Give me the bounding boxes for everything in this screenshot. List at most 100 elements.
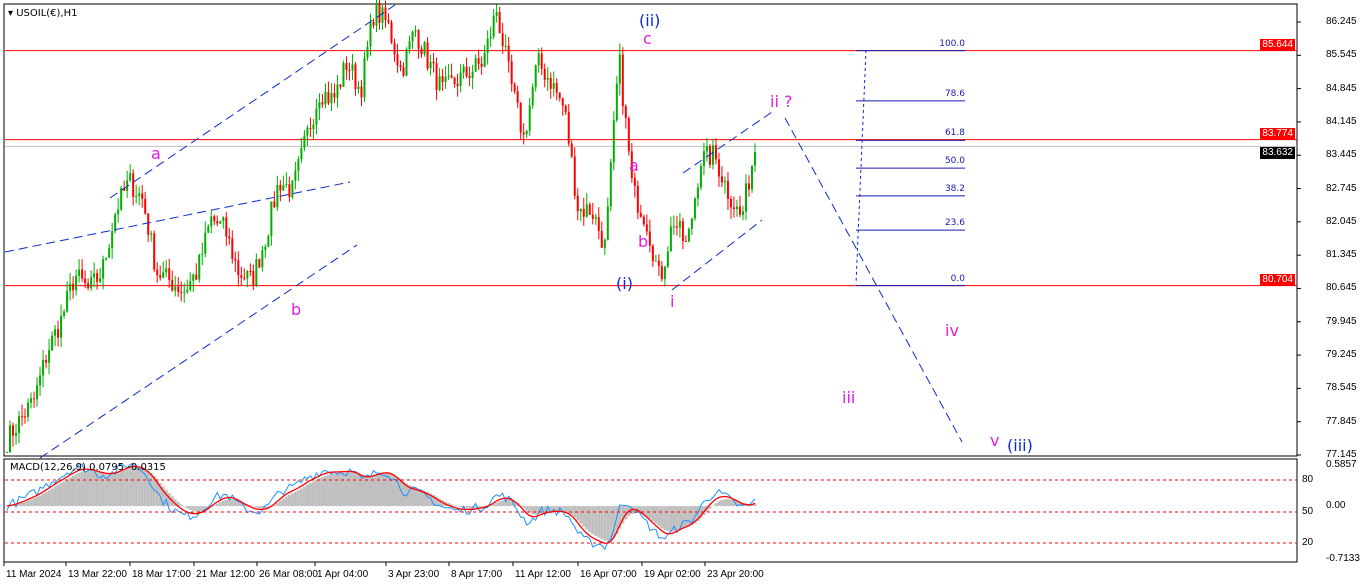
macd-histogram-bar [143,469,147,507]
candle [123,188,126,191]
candle [465,66,468,77]
macd-histogram-bar [107,473,111,507]
macd-histogram-bar [248,505,252,507]
candle [453,77,456,84]
candle [492,15,495,37]
candle [204,232,207,254]
macd-histogram-bar [80,471,84,507]
candle [192,274,195,281]
candle [6,451,8,453]
candle [228,236,231,239]
macd-histogram-bar [489,505,493,507]
candle [543,68,546,80]
macd-histogram-bar [381,473,385,507]
candle [483,53,486,67]
candle [651,245,654,262]
candle [540,53,543,69]
wave-label: ii ? [770,92,793,111]
candle [609,162,612,207]
macd-axis-label: 0.5857 [1326,459,1357,470]
candle [309,127,312,129]
macd-histogram-bar [236,500,240,507]
wave-label: (ii) [639,11,661,30]
macd-histogram-bar [173,499,177,507]
macd-histogram-bar [531,506,535,515]
macd-histogram-bar [495,502,499,507]
macd-axis-label: 20 [1302,537,1314,548]
macd-histogram-bar [263,506,267,509]
candle [273,201,276,208]
macd-histogram-bar [182,506,186,507]
macd-histogram-bar [197,506,201,512]
candle [303,135,306,148]
candle [390,22,393,43]
macd-histogram-bar [732,499,736,507]
macd-histogram-bar [660,506,664,528]
macd-histogram-bar [696,506,700,522]
candle [639,212,642,217]
macd-signal-line [6,465,756,544]
trendlines[interactable] [4,4,963,459]
candle [666,251,669,267]
candle [306,127,309,136]
candle [45,360,48,363]
candle [81,269,84,279]
candle [627,118,630,152]
chart-title: ▾ USOIL(€),H1 [8,8,78,19]
price-level-tag: 85.644 [1260,39,1295,51]
candle [729,198,732,208]
wave-label: a [629,156,639,175]
candle [234,258,237,261]
candle [414,30,417,32]
macd-histogram-bar [311,481,315,507]
candle [369,21,372,47]
candle [489,36,492,39]
fibonacci-retracement[interactable] [856,50,965,287]
candle [63,311,66,316]
trendline [671,219,763,291]
candle [459,72,462,86]
candle [285,184,288,186]
candle [24,416,27,418]
macd-histogram-bar [390,473,394,507]
macd-histogram-bar [122,470,126,507]
candle [276,184,279,208]
candle [420,48,423,55]
macd-histogram-bar [131,467,135,507]
candle [30,398,33,403]
candle [687,228,690,242]
macd-histogram-bar [212,505,216,507]
candle [225,217,228,237]
macd-histogram-bar [113,472,117,507]
macd-histogram-bar [17,503,21,507]
candle [117,209,120,215]
candle [603,239,606,248]
candle [741,211,744,215]
candle [600,230,603,248]
macd-histogram-bar [567,506,571,514]
candle [372,21,375,26]
macd-histogram-bar [260,506,264,509]
candle [261,250,264,268]
macd-histogram-bar [549,506,553,513]
candle [537,53,540,66]
candle [672,226,675,228]
candle [549,77,552,89]
macd-histogram-bar [585,506,589,530]
x-tick-label: 3 Apr 23:00 [388,569,440,580]
wave-label: a [151,144,161,163]
candle [405,49,408,76]
candle [615,83,618,121]
candle [264,246,267,251]
macd-histogram-bar [95,471,99,507]
macd-histogram-bar [215,503,219,507]
macd-histogram-bar [513,501,517,507]
candle [669,226,672,252]
macd-histogram-bar [284,496,288,507]
macd-histogram-bar [41,493,45,507]
macd-histogram-bar [281,498,285,507]
candle [354,64,357,90]
macd-histogram-bar [729,499,733,507]
macd-histogram-bar [477,506,481,509]
